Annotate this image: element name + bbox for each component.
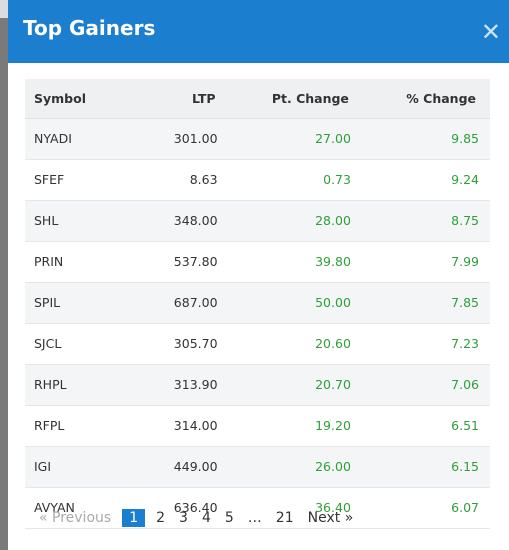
cell-ltp: 636.40: [139, 487, 218, 529]
next-page-button[interactable]: Next »: [307, 510, 354, 526]
page-button-5[interactable]: 5: [224, 510, 234, 526]
cell-symbol[interactable]: RFPL: [25, 405, 140, 447]
cell-pt-change: 20.70: [217, 364, 352, 406]
page-button-last[interactable]: 21: [275, 510, 294, 526]
cell-ltp: 449.00: [139, 446, 218, 488]
cell-pt-change: 39.80: [217, 241, 352, 283]
page-button-4[interactable]: 4: [201, 510, 211, 526]
cell-pt-change: 36.40: [217, 487, 352, 529]
cell-ltp: 537.80: [139, 241, 218, 283]
pagination-ellipsis: …: [247, 510, 262, 526]
cell-pt-change: 19.20: [217, 405, 352, 447]
cell-pt-change: 28.00: [217, 200, 352, 242]
pagination: « Previous 1 2 3 4 5 … 21 Next »: [32, 507, 360, 529]
cell-pct-change: 7.99: [351, 241, 490, 283]
cell-symbol[interactable]: NYADI: [25, 118, 140, 160]
column-header-pt-change[interactable]: Pt. Change: [217, 79, 352, 119]
table-row: SFEF 8.63 0.73 9.24: [25, 159, 490, 201]
column-header-ltp[interactable]: LTP: [139, 79, 218, 119]
column-header-symbol[interactable]: Symbol: [25, 79, 140, 119]
table-row: SJCL 305.70 20.60 7.23: [25, 323, 490, 365]
cell-symbol[interactable]: IGI: [25, 446, 140, 488]
cell-pt-change: 50.00: [217, 282, 352, 324]
cell-ltp: 313.90: [139, 364, 218, 406]
cell-pct-change: 6.07: [351, 487, 490, 529]
page-button-2[interactable]: 2: [156, 510, 166, 526]
cell-ltp: 8.63: [139, 159, 218, 201]
table-header-row: Symbol LTP Pt. Change % Change: [25, 79, 490, 119]
page-button-1[interactable]: 1: [122, 509, 146, 527]
column-header-pct-change[interactable]: % Change: [351, 79, 490, 119]
cell-pct-change: 9.24: [351, 159, 490, 201]
cell-pct-change: 7.06: [351, 364, 490, 406]
table-row: RFPL 314.00 19.20 6.51: [25, 405, 490, 447]
cell-symbol[interactable]: SFEF: [25, 159, 140, 201]
cell-pt-change: 20.60: [217, 323, 352, 365]
cell-pt-change: 26.00: [217, 446, 352, 488]
table-row: NYADI 301.00 27.00 9.85: [25, 118, 490, 160]
cell-symbol[interactable]: AVYAN: [25, 487, 140, 529]
cell-pct-change: 8.75: [351, 200, 490, 242]
cell-pct-change: 6.51: [351, 405, 490, 447]
previous-page-button[interactable]: « Previous: [39, 510, 112, 526]
top-gainers-modal: Top Gainers ✕ Symbol LTP Pt. Change % Ch…: [8, 0, 509, 550]
page-button-3[interactable]: 3: [179, 510, 188, 526]
cell-ltp: 314.00: [139, 405, 218, 447]
modal-header: Top Gainers ✕: [8, 0, 509, 63]
table-row: AVYAN 636.40 36.40 6.07: [25, 487, 490, 529]
gainers-table: Symbol LTP Pt. Change % Change NYADI 301…: [25, 79, 490, 529]
cell-pct-change: 9.85: [351, 118, 490, 160]
cell-symbol[interactable]: RHPL: [25, 364, 140, 406]
cell-ltp: 348.00: [139, 200, 218, 242]
cell-pt-change: 0.73: [217, 159, 352, 201]
table-row: RHPL 313.90 20.70 7.06: [25, 364, 490, 406]
cell-symbol[interactable]: SJCL: [25, 323, 140, 365]
cell-ltp: 301.00: [139, 118, 218, 160]
cell-symbol[interactable]: SPIL: [25, 282, 140, 324]
table-row: SHL 348.00 28.00 8.75: [25, 200, 490, 242]
cell-symbol[interactable]: SHL: [25, 200, 140, 242]
cell-ltp: 687.00: [139, 282, 218, 324]
table-row: IGI 449.00 26.00 6.15: [25, 446, 490, 488]
cell-pct-change: 7.85: [351, 282, 490, 324]
cell-pt-change: 27.00: [217, 118, 352, 160]
table-row: PRIN 537.80 39.80 7.99: [25, 241, 490, 283]
close-icon[interactable]: ✕: [480, 18, 501, 46]
modal-title: Top Gainers: [23, 16, 156, 40]
cell-pct-change: 7.23: [351, 323, 490, 365]
cell-pct-change: 6.15: [351, 446, 490, 488]
table-row: SPIL 687.00 50.00 7.85: [25, 282, 490, 324]
cell-ltp: 305.70: [139, 323, 218, 365]
cell-symbol[interactable]: PRIN: [25, 241, 140, 283]
